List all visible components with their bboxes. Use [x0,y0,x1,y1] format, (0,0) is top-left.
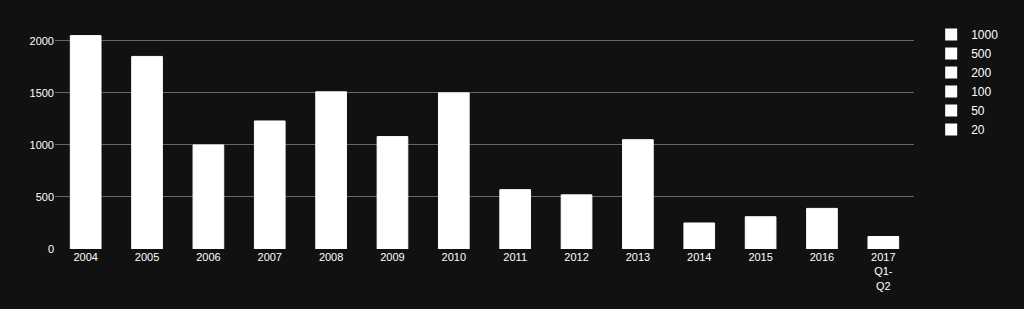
svg-text:2004: 2004 [73,251,97,263]
svg-text:0: 0 [48,243,54,255]
svg-text:1500: 1500 [30,87,54,99]
svg-text:2013: 2013 [626,251,650,263]
svg-text:100: 100 [971,85,991,99]
svg-text:2015: 2015 [748,251,772,263]
svg-text:2005: 2005 [135,251,159,263]
svg-text:2010: 2010 [442,251,466,263]
svg-text:2016: 2016 [810,251,834,263]
svg-text:2009: 2009 [380,251,404,263]
svg-text:2017Q1-Q2: 2017Q1-Q2 [871,251,895,292]
svg-text:2008: 2008 [319,251,343,263]
svg-text:200: 200 [971,66,991,80]
svg-text:2012: 2012 [564,251,588,263]
svg-text:500: 500 [36,191,54,203]
svg-text:1000: 1000 [30,139,54,151]
svg-text:2006: 2006 [196,251,220,263]
svg-text:20: 20 [971,123,985,137]
svg-text:50: 50 [971,104,985,118]
svg-text:500: 500 [971,47,991,61]
svg-text:1000: 1000 [971,28,998,42]
svg-text:2014: 2014 [687,251,711,263]
svg-text:2000: 2000 [30,35,54,47]
svg-text:2007: 2007 [258,251,282,263]
svg-text:2011: 2011 [503,251,527,263]
